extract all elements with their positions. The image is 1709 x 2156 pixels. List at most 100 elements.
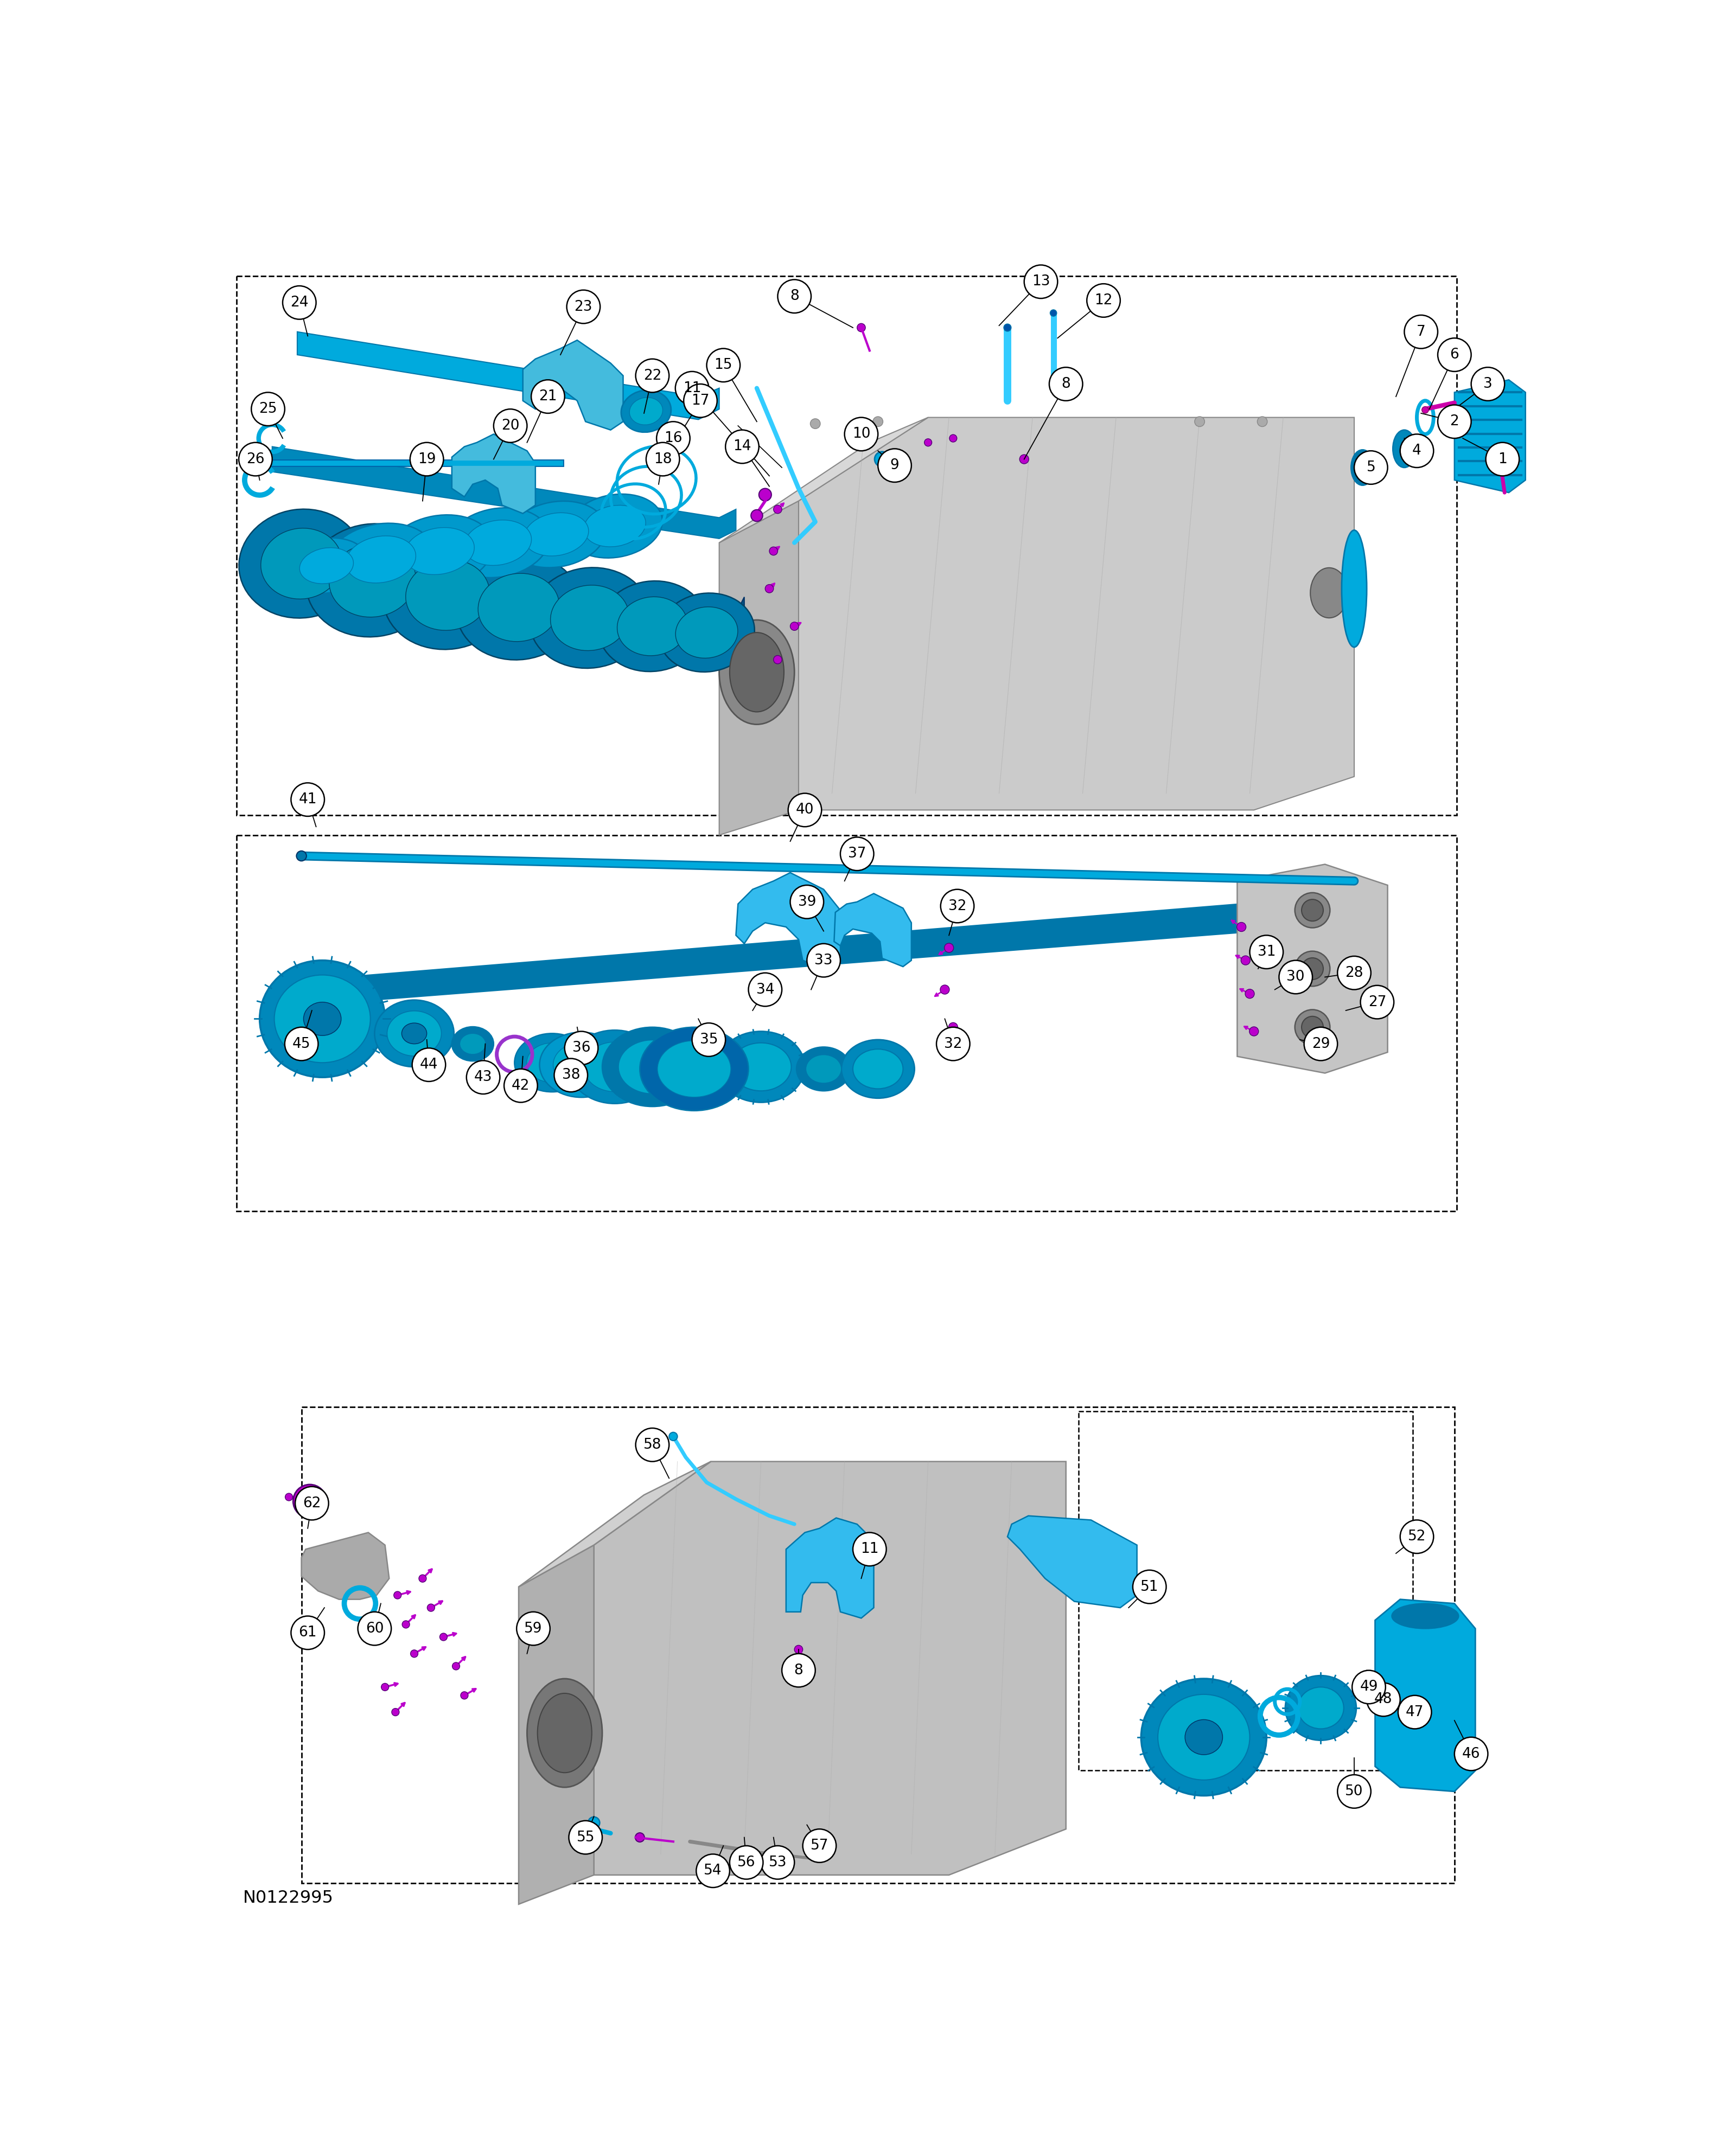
Text: 43: 43 (473, 1069, 492, 1084)
Ellipse shape (402, 1022, 427, 1044)
Circle shape (1246, 990, 1254, 998)
Ellipse shape (1285, 1675, 1357, 1740)
Polygon shape (523, 341, 624, 429)
Ellipse shape (465, 520, 531, 565)
Text: 5: 5 (1367, 461, 1376, 474)
Polygon shape (297, 332, 719, 420)
Circle shape (410, 1649, 419, 1658)
Circle shape (696, 1854, 730, 1886)
Circle shape (285, 1026, 318, 1061)
Circle shape (795, 1645, 803, 1654)
Text: 32: 32 (943, 1037, 962, 1050)
Circle shape (569, 1820, 602, 1854)
Ellipse shape (719, 621, 795, 724)
Ellipse shape (569, 1031, 661, 1104)
Circle shape (807, 944, 841, 977)
Ellipse shape (567, 494, 663, 558)
Ellipse shape (730, 632, 784, 711)
Circle shape (945, 942, 954, 953)
Text: 48: 48 (1374, 1692, 1393, 1708)
Polygon shape (1376, 1600, 1475, 1792)
Text: 45: 45 (292, 1037, 311, 1050)
Polygon shape (520, 1546, 595, 1904)
Ellipse shape (1311, 567, 1348, 619)
Text: 40: 40 (796, 802, 813, 817)
Ellipse shape (456, 554, 581, 660)
Text: 11: 11 (684, 382, 701, 395)
Circle shape (790, 623, 798, 630)
Circle shape (774, 505, 783, 513)
Circle shape (878, 448, 911, 483)
Circle shape (1049, 367, 1084, 401)
Circle shape (1400, 1520, 1434, 1554)
Text: 58: 58 (643, 1438, 661, 1451)
Circle shape (875, 451, 890, 466)
Text: 11: 11 (861, 1542, 878, 1557)
Circle shape (684, 384, 718, 418)
Ellipse shape (530, 567, 649, 668)
Circle shape (636, 1833, 644, 1841)
Ellipse shape (841, 1039, 914, 1097)
Ellipse shape (1352, 451, 1374, 485)
Polygon shape (719, 500, 798, 834)
Ellipse shape (675, 606, 738, 658)
Circle shape (1087, 285, 1121, 317)
Circle shape (291, 783, 325, 817)
Polygon shape (595, 1462, 1066, 1876)
Circle shape (749, 972, 783, 1007)
Text: 37: 37 (848, 847, 866, 860)
Circle shape (788, 793, 822, 826)
Circle shape (1295, 1009, 1330, 1046)
Circle shape (554, 1059, 588, 1091)
Circle shape (766, 584, 774, 593)
Text: 20: 20 (501, 418, 520, 433)
Polygon shape (1008, 1516, 1136, 1608)
Text: 47: 47 (1407, 1705, 1424, 1718)
Text: 2: 2 (1449, 414, 1459, 429)
Circle shape (282, 287, 316, 319)
Circle shape (381, 1684, 388, 1690)
Circle shape (291, 1617, 325, 1649)
Ellipse shape (1393, 429, 1415, 468)
Ellipse shape (658, 593, 755, 673)
Circle shape (853, 1533, 887, 1565)
Circle shape (778, 280, 812, 313)
Polygon shape (294, 893, 1371, 1007)
Circle shape (1437, 338, 1471, 371)
Polygon shape (1237, 865, 1388, 1074)
Circle shape (1195, 416, 1205, 427)
Ellipse shape (537, 1692, 591, 1772)
Circle shape (1295, 951, 1330, 985)
Ellipse shape (386, 515, 494, 586)
Text: 8: 8 (1061, 377, 1070, 390)
Circle shape (873, 416, 884, 427)
Ellipse shape (617, 597, 687, 655)
Circle shape (1400, 433, 1434, 468)
Circle shape (391, 1708, 400, 1716)
Ellipse shape (1342, 530, 1367, 647)
Text: 10: 10 (853, 427, 870, 442)
Ellipse shape (620, 390, 672, 431)
Text: 17: 17 (692, 395, 709, 407)
Circle shape (656, 423, 690, 455)
Ellipse shape (526, 1680, 602, 1787)
Ellipse shape (554, 1044, 610, 1087)
Bar (236, 834, 1456, 1212)
Text: 16: 16 (665, 431, 682, 446)
Circle shape (790, 886, 824, 918)
Circle shape (1133, 1570, 1166, 1604)
Ellipse shape (273, 975, 371, 1063)
Text: 34: 34 (755, 983, 774, 996)
Ellipse shape (598, 580, 706, 671)
Text: 39: 39 (798, 895, 815, 910)
Ellipse shape (304, 1003, 342, 1035)
Circle shape (419, 1574, 426, 1583)
Ellipse shape (451, 1026, 494, 1061)
Text: 36: 36 (573, 1041, 590, 1054)
Circle shape (1258, 416, 1268, 427)
Circle shape (759, 489, 771, 500)
Circle shape (1398, 1695, 1432, 1729)
Circle shape (239, 442, 272, 476)
Text: 49: 49 (1360, 1680, 1377, 1695)
Text: 18: 18 (655, 453, 672, 466)
